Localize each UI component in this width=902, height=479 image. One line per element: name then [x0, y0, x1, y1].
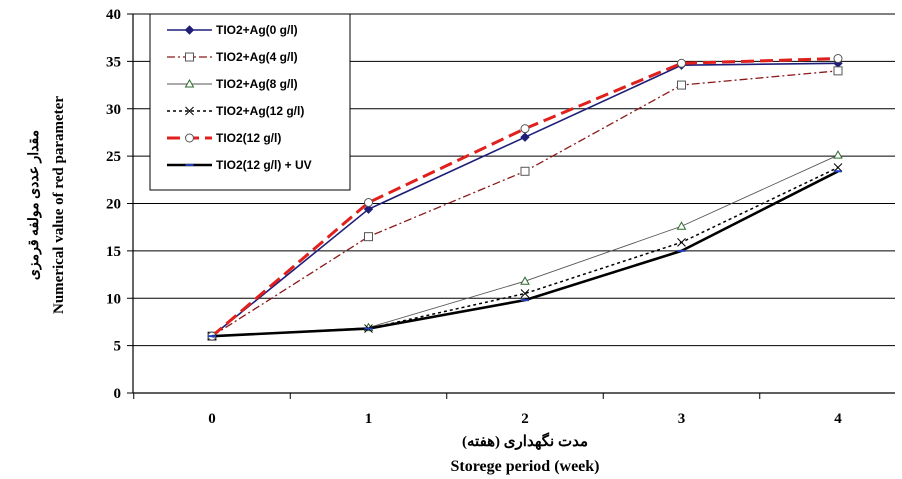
series-group	[207, 54, 843, 341]
data-point-marker	[676, 221, 687, 230]
series	[207, 54, 843, 341]
y-tick-label: 15	[106, 244, 121, 260]
data-point-marker	[833, 54, 843, 64]
data-point-marker	[364, 198, 373, 208]
data-point-marker	[520, 276, 530, 285]
data-point-marker	[185, 133, 194, 143]
legend-label: TIO2+Ag(12 g/l)	[216, 104, 304, 118]
legend-label: TIO2(12 g/l)	[216, 131, 281, 145]
y-tick-label: 30	[106, 102, 121, 118]
data-point-marker	[364, 232, 373, 242]
legend-label: TIO2+Ag(4 g/l)	[216, 50, 298, 64]
x-tick-label: 1	[365, 411, 373, 427]
data-point-marker	[520, 132, 530, 142]
legend-label: TIO2+Ag(0 g/l)	[216, 23, 298, 37]
y-tick-label: 10	[106, 291, 121, 307]
series-line	[211, 170, 839, 338]
x-tick-labels: 0 1 2 3 4	[208, 411, 842, 427]
y-tick-label: 35	[106, 54, 121, 70]
x-axis-title-en: Storege period (week)	[451, 458, 600, 475]
data-point-marker	[677, 237, 686, 247]
legend: TIO2+Ag(0 g/l) TIO2+Ag(4 g/l) TIO2+Ag(8 g/…	[149, 13, 351, 191]
legend-box	[149, 13, 351, 191]
y-axis-title-en: Numerical value of red parameter	[51, 96, 67, 314]
data-point-marker	[833, 150, 843, 159]
data-point-marker	[833, 163, 843, 172]
legend-label: TIO2(12 g/l) + UV	[216, 158, 312, 172]
series-line	[211, 166, 839, 337]
x-tick-label: 0	[208, 411, 216, 427]
axes	[127, 13, 895, 399]
data-point-marker	[520, 289, 530, 298]
data-point-marker	[677, 58, 686, 68]
data-point-marker	[184, 78, 195, 88]
data-point-marker	[185, 106, 194, 116]
x-tick-label: 4	[834, 411, 842, 427]
legend-label: TIO2+Ag(8 g/l)	[216, 77, 298, 91]
y-tick-label: 0	[114, 386, 122, 402]
data-point-marker	[184, 25, 195, 35]
y-tick-label: 5	[114, 339, 122, 355]
y-axis-title-fa: مقدار عددی مولفه قرمزی	[27, 130, 42, 280]
series-line	[211, 57, 839, 338]
series	[208, 170, 842, 338]
y-tick-label: 40	[106, 7, 121, 23]
data-point-marker	[185, 52, 194, 62]
x-tick-label: 3	[678, 411, 686, 427]
y-tick-labels: 0 5 10 15 20 25 30 35 40	[106, 7, 121, 402]
y-tick-label: 20	[106, 197, 121, 213]
x-tick-label: 2	[521, 411, 529, 427]
data-point-marker	[520, 166, 530, 176]
data-point-marker	[520, 124, 530, 134]
data-point-marker	[677, 80, 686, 90]
data-point-marker	[833, 66, 843, 76]
data-point-marker	[363, 204, 374, 214]
y-tick-label: 25	[106, 149, 121, 165]
x-axis-title-fa: مدت نگهداری (هفته)	[462, 432, 588, 450]
